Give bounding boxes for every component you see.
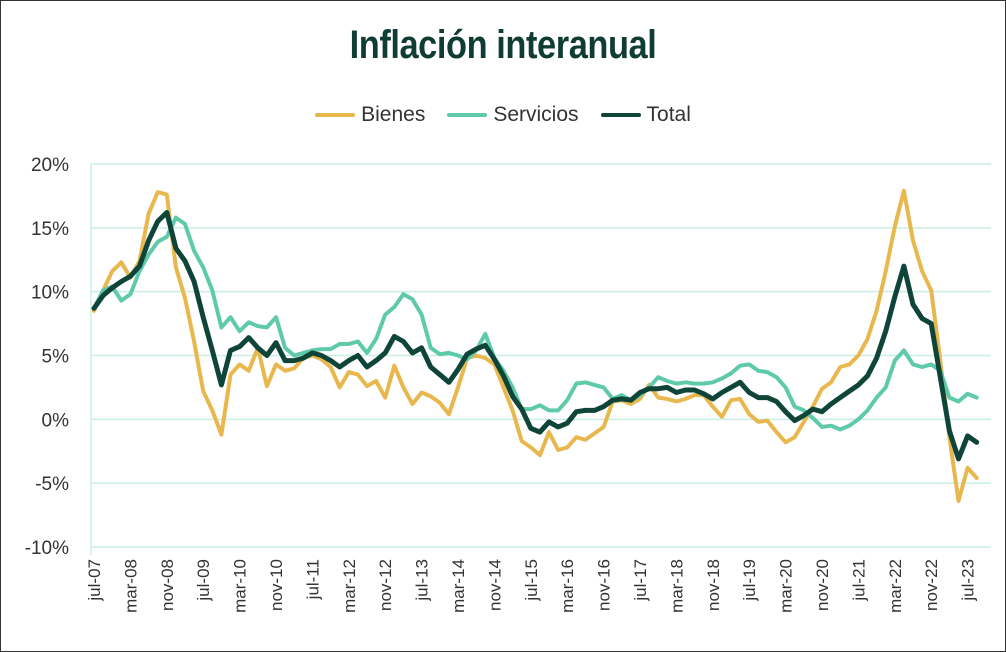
x-tick-label: nov-10: [267, 559, 286, 611]
x-tick-label: nov-16: [595, 559, 614, 611]
x-tick-label: jul-09: [194, 559, 213, 602]
y-tick-label: 15%: [31, 219, 69, 240]
legend-item-servicios: Servicios: [447, 103, 579, 127]
x-tick-label: mar-08: [121, 559, 140, 613]
legend-label-bienes: Bienes: [361, 103, 426, 126]
legend-swatch-total: [600, 113, 641, 117]
x-tick-label: nov-12: [376, 559, 395, 611]
legend: Bienes Servicios Total: [1, 103, 1005, 127]
x-tick-label: nov-22: [922, 559, 941, 611]
series-line-bienes: [92, 188, 979, 503]
x-tick-label: jul-17: [631, 559, 650, 602]
y-tick-label: -10%: [25, 538, 69, 559]
x-tick-label: jul-15: [522, 559, 541, 602]
y-tick-label: 20%: [31, 155, 69, 176]
x-tick-label: jul-23: [959, 559, 978, 602]
x-tick-label: nov-14: [485, 559, 504, 611]
series-line-total: [91, 210, 980, 462]
x-tick-label: mar-22: [886, 559, 905, 613]
x-tick-label: jul-21: [849, 559, 868, 602]
x-tick-label: nov-20: [813, 559, 832, 611]
legend-label-total: Total: [646, 103, 691, 126]
series-line-servicios: [92, 215, 979, 432]
legend-item-bienes: Bienes: [315, 103, 425, 127]
legend-item-total: Total: [600, 103, 691, 127]
x-tick-label: mar-18: [667, 559, 686, 613]
x-tick-label: nov-18: [704, 559, 723, 611]
y-tick-label: 0%: [42, 410, 70, 431]
chart-title: Inflación interanual: [349, 23, 657, 67]
legend-swatch-servicios: [447, 113, 488, 117]
x-tick-label: jul-13: [413, 559, 432, 602]
x-tick-label: mar-12: [340, 559, 359, 613]
x-tick-label: mar-16: [558, 559, 577, 613]
x-tick-label: mar-10: [231, 559, 250, 613]
x-tick-label: nov-08: [158, 559, 177, 611]
x-tick-label: mar-14: [449, 559, 468, 613]
legend-label-servicios: Servicios: [493, 103, 579, 126]
y-tick-label: 5%: [42, 347, 70, 368]
x-tick-label: mar-20: [777, 559, 796, 613]
x-tick-label: jul-07: [85, 559, 104, 602]
x-tick-label: jul-11: [303, 559, 322, 600]
y-tick-label: 10%: [31, 283, 69, 304]
legend-swatch-bienes: [315, 113, 356, 117]
y-tick-label: -5%: [35, 474, 69, 495]
x-tick-label: jul-19: [740, 559, 759, 602]
